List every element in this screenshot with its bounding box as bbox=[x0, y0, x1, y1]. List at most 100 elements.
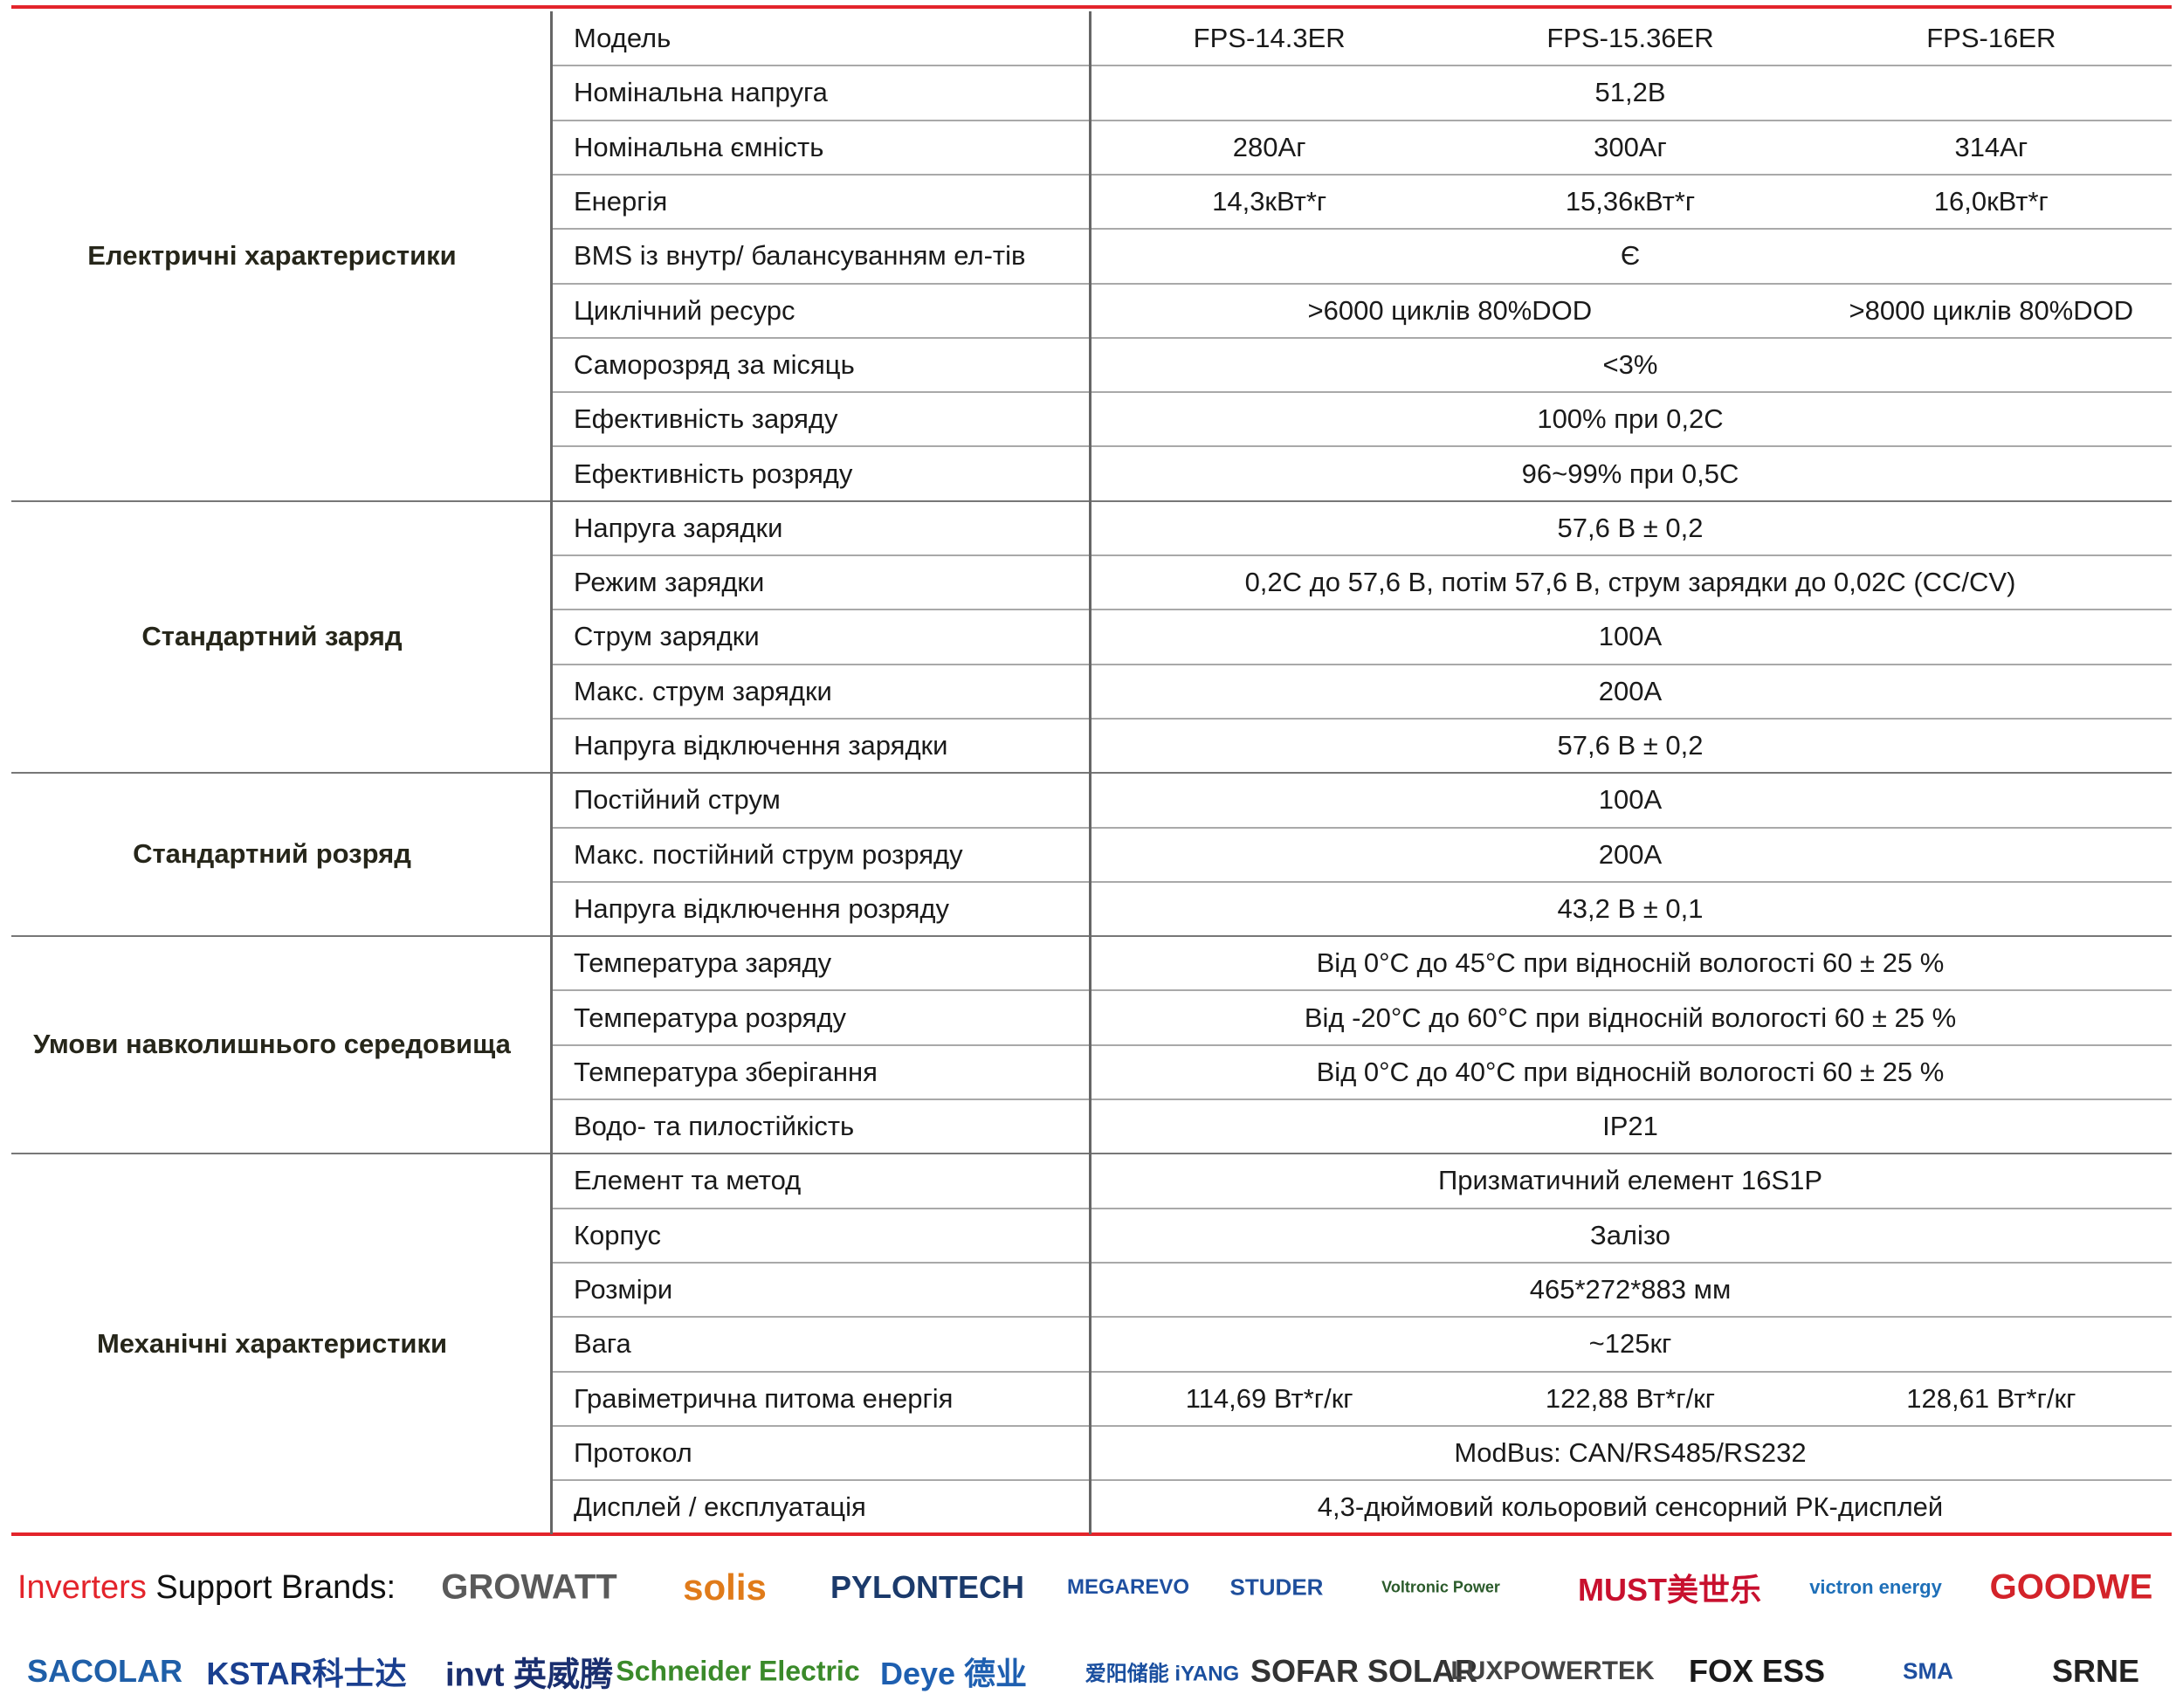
row-line bbox=[550, 880, 2172, 883]
param-cell: Напруга зарядки bbox=[574, 512, 783, 543]
top-rule bbox=[11, 5, 2172, 9]
brand-logo: victron energy bbox=[1809, 1576, 1942, 1598]
param-cell: Протокол bbox=[574, 1436, 692, 1468]
param-cell: Режим зарядки bbox=[574, 567, 765, 598]
param-cell: Гравіметрична питома енергія bbox=[574, 1382, 954, 1414]
value-cell: FPS-16ER bbox=[1926, 23, 2056, 54]
value-cell: >6000 циклів 80%DOD bbox=[1307, 294, 1593, 326]
row-line bbox=[550, 1316, 2172, 1319]
group-cell: Стандартний розряд bbox=[133, 838, 411, 870]
value-cell: 114,69 Вт*г/кг bbox=[1185, 1382, 1353, 1414]
param-cell: Номінальна напруга bbox=[574, 77, 828, 108]
param-cell: Вага bbox=[574, 1328, 631, 1360]
param-cell: Ефективність заряду bbox=[574, 403, 838, 435]
value-cell: Призматичний елемент 16S1P bbox=[1437, 1165, 1823, 1196]
row-line bbox=[550, 336, 2172, 339]
value-cell: 43,2 В ± 0,1 bbox=[1557, 892, 1704, 924]
value-cell: Є bbox=[1620, 240, 1641, 272]
row-line bbox=[550, 609, 2172, 611]
brand-logo: SACOLAR bbox=[27, 1653, 182, 1689]
brand-logo: KSTAR科士达 bbox=[206, 1656, 407, 1691]
brand-logo: SRNE bbox=[2051, 1653, 2140, 1689]
param-cell: Циклічний ресурс bbox=[574, 294, 795, 326]
row-line bbox=[550, 554, 2172, 556]
param-cell: Водо- та пилостійкість bbox=[574, 1111, 855, 1142]
bottom-rule bbox=[11, 1532, 2172, 1536]
value-cell: 200А bbox=[1598, 838, 1663, 870]
value-cell: 4,3-дюймовий кольоровий сенсорний РК-дис… bbox=[1317, 1491, 1944, 1523]
intro-red: Inverters bbox=[17, 1569, 147, 1606]
row-line bbox=[550, 119, 2172, 121]
param-cell: Ефективність розряду bbox=[574, 458, 853, 489]
param-cell: Температура розряду bbox=[574, 1002, 846, 1033]
brand-logo: LUXPOWERTEK bbox=[1450, 1656, 1655, 1685]
row-line bbox=[550, 1207, 2172, 1209]
param-cell: Модель bbox=[574, 23, 671, 54]
value-cell: Від -20°C до 60°C при відносній вологост… bbox=[1304, 1002, 1957, 1033]
param-cell: Макс. струм зарядки bbox=[574, 675, 832, 706]
value-cell: 16,0кВт*г bbox=[1933, 186, 2049, 217]
value-cell: 314Аг bbox=[1954, 131, 2028, 162]
value-cell: 100А bbox=[1598, 621, 1663, 652]
value-cell: Від 0°C до 45°C при відносній вологості … bbox=[1316, 947, 1945, 979]
param-cell: Дисплей / експлуатація bbox=[574, 1491, 866, 1523]
param-cell: Енергія bbox=[574, 186, 668, 217]
brand-logo: Schneider Electric bbox=[616, 1655, 860, 1687]
brand-logo: 爱阳储能 iYANG bbox=[1085, 1662, 1240, 1686]
param-cell: Саморозряд за місяць bbox=[574, 348, 855, 380]
brand-logo: Deye 德业 bbox=[879, 1656, 1028, 1691]
value-cell: Від 0°C до 40°C при відносній вологості … bbox=[1316, 1056, 1945, 1087]
group-line bbox=[11, 1153, 2172, 1155]
group-line bbox=[11, 935, 2172, 938]
value-cell: IP21 bbox=[1602, 1111, 1658, 1142]
intro-text: Support Brands: bbox=[155, 1569, 396, 1606]
column-line bbox=[1089, 11, 1092, 1535]
brand-logo: SOFAR SOLAR bbox=[1250, 1653, 1478, 1689]
row-line bbox=[550, 65, 2172, 67]
group-cell: Електричні характеристики bbox=[87, 239, 457, 271]
row-line bbox=[550, 1424, 2172, 1427]
group-cell: Механічні характеристики bbox=[96, 1327, 448, 1359]
param-cell: Напруга відключення розряду bbox=[574, 892, 949, 924]
brand-logo: GROWATT bbox=[441, 1567, 617, 1607]
row-line bbox=[550, 1370, 2172, 1373]
value-cell: 128,61 Вт*г/кг bbox=[1906, 1382, 2076, 1414]
row-line bbox=[550, 391, 2172, 394]
row-line bbox=[550, 1261, 2172, 1264]
brand-logo: invt 英威腾 bbox=[444, 1656, 614, 1694]
value-cell: >8000 циклів 80%DOD bbox=[1849, 294, 2134, 326]
param-cell: Макс. постійний струм розряду bbox=[574, 838, 963, 870]
row-line bbox=[550, 989, 2172, 992]
param-cell: BMS із внутр/ балансуванням ел-тів bbox=[574, 240, 1026, 272]
value-cell: FPS-14.3ER bbox=[1193, 23, 1346, 54]
param-cell: Напруга відключення зарядки bbox=[574, 730, 948, 761]
brand-logo: PYLONTECH bbox=[830, 1569, 1025, 1605]
value-cell: 57,6 В ± 0,2 bbox=[1557, 730, 1704, 761]
row-line bbox=[550, 282, 2172, 285]
value-cell: 57,6 В ± 0,2 bbox=[1557, 512, 1704, 543]
param-cell: Постійний струм bbox=[574, 784, 781, 816]
param-cell: Температура зберігання bbox=[574, 1056, 878, 1087]
row-line bbox=[550, 1043, 2172, 1046]
row-line bbox=[550, 445, 2172, 448]
param-cell: Температура заряду bbox=[574, 947, 832, 979]
group-cell: Стандартний заряд bbox=[141, 620, 403, 651]
value-cell: 122,88 Вт*г/кг bbox=[1545, 1382, 1716, 1414]
row-line bbox=[550, 228, 2172, 231]
row-line bbox=[550, 717, 2172, 720]
row-line bbox=[550, 1479, 2172, 1482]
param-cell: Корпус bbox=[574, 1219, 661, 1250]
value-cell: 200А bbox=[1598, 675, 1663, 706]
row-line bbox=[550, 1098, 2172, 1100]
value-cell: Залізо bbox=[1589, 1219, 1671, 1250]
brand-logo: SMA bbox=[1903, 1657, 1953, 1684]
group-cell: Умови навколишнього середовища bbox=[33, 1029, 511, 1060]
group-line bbox=[11, 499, 2172, 502]
row-line bbox=[550, 173, 2172, 176]
brand-logo: solis bbox=[683, 1567, 767, 1608]
value-cell: ModBus: CAN/RS485/RS232 bbox=[1454, 1436, 1807, 1468]
param-cell: Номінальна ємність bbox=[574, 131, 824, 162]
brand-logo: STUDER bbox=[1229, 1574, 1324, 1601]
value-cell: ~125кг bbox=[1588, 1328, 1672, 1360]
value-cell: 0,2C до 57,6 В, потім 57,6 В, струм заря… bbox=[1244, 567, 2016, 598]
